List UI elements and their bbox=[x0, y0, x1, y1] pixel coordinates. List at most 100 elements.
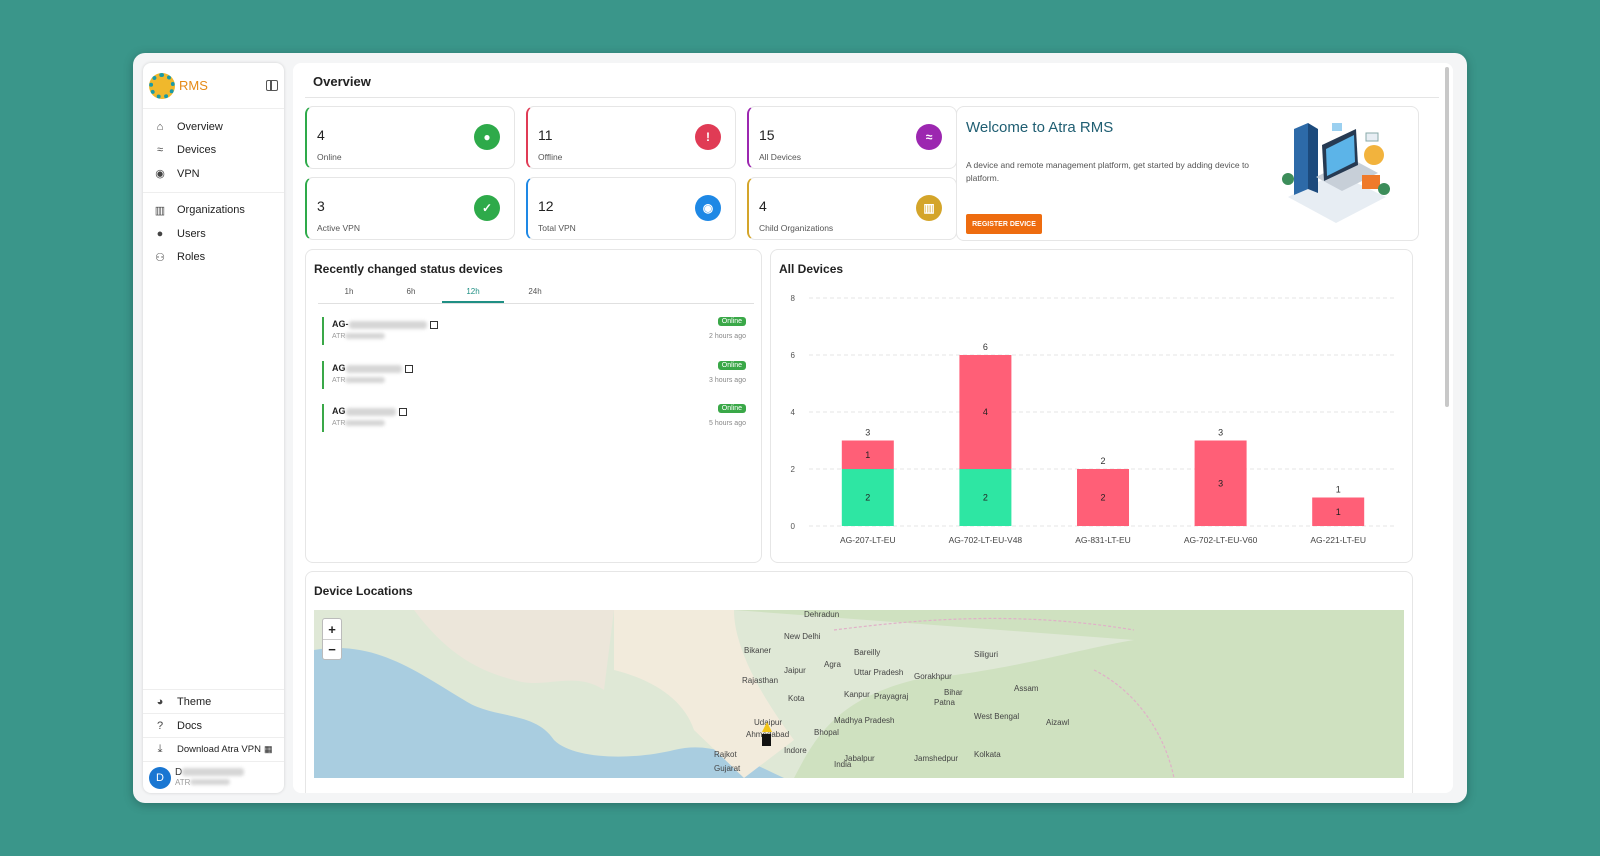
time-range-tabs: 1h 6h 12h 24h bbox=[318, 280, 754, 304]
tab-6h[interactable]: 6h bbox=[406, 287, 416, 296]
welcome-card: Welcome to Atra RMS A device and remote … bbox=[956, 106, 1419, 241]
map-label: Agra bbox=[824, 660, 841, 669]
bar-segment bbox=[841, 469, 894, 526]
title-divider bbox=[305, 97, 1439, 98]
map-label: Prayagraj bbox=[874, 692, 909, 701]
user-profile[interactable]: D D ATR bbox=[143, 761, 284, 793]
y-tick-label: 6 bbox=[791, 351, 796, 360]
x-tick-label: AG-702-LT-EU-V60 bbox=[1184, 535, 1258, 545]
y-tick-label: 0 bbox=[791, 522, 796, 531]
status-badge: Online bbox=[717, 317, 746, 326]
stat-label: All Devices bbox=[759, 152, 802, 162]
map-label: India bbox=[834, 760, 852, 769]
stat-label: Child Organizations bbox=[759, 223, 834, 233]
main-panel: Overview 4 Online ● 11 Offline ! 15 All … bbox=[293, 63, 1453, 793]
sidebar-item-download-vpn[interactable]: ⤓ Download Atra VPN ▦ bbox=[143, 737, 284, 761]
device-map[interactable]: + − Dehradun New Delhi Bareilly Bikaner Jaip… bbox=[314, 610, 1404, 778]
map-label: Bareilly bbox=[854, 648, 881, 657]
sidebar-item-vpn[interactable]: ◉ VPN bbox=[143, 162, 284, 186]
external-link-icon[interactable] bbox=[398, 407, 407, 416]
bar-segment bbox=[959, 355, 1012, 469]
y-tick-label: 8 bbox=[791, 294, 796, 303]
sidebar-item-theme[interactable]: ◕ Theme bbox=[143, 689, 284, 713]
map-label: Kanpur bbox=[844, 690, 870, 699]
bar-segment bbox=[1194, 440, 1247, 526]
sidebar: RMS ⌂ Overview ≈ Devices ◉ VPN ▥ Organiz… bbox=[143, 63, 284, 793]
map-label: Rajkot bbox=[714, 750, 737, 759]
map-label: Kota bbox=[788, 694, 805, 703]
stat-value: 15 bbox=[759, 127, 775, 143]
router-icon: ≈ bbox=[916, 124, 942, 150]
logo-gear-icon bbox=[149, 72, 175, 99]
register-device-button[interactable]: REGISTER DEVICE bbox=[966, 214, 1042, 234]
sidebar-bottom: ◕ Theme ? Docs ⤓ Download Atra VPN ▦ D D… bbox=[143, 689, 284, 793]
map-label: Madhya Pradesh bbox=[834, 716, 895, 725]
map-label: New Delhi bbox=[784, 632, 821, 641]
sidebar-item-label: Roles bbox=[177, 251, 206, 264]
map-label: Patna bbox=[934, 698, 955, 707]
map-label: Jabalpur bbox=[844, 754, 875, 763]
bar-total-label: 1 bbox=[1336, 485, 1341, 495]
list-item[interactable]: AG ATR Online 3 hours ago bbox=[322, 361, 746, 389]
map-label: Gorakhpur bbox=[914, 672, 952, 681]
redacted-text bbox=[345, 333, 386, 340]
status-badge: Online bbox=[717, 404, 746, 413]
stat-card-all-devices: 15 All Devices ≈ bbox=[747, 106, 957, 169]
device-sub: ATR bbox=[332, 420, 346, 427]
sidebar-collapse-icon[interactable] bbox=[266, 80, 278, 91]
zoom-in-button[interactable]: + bbox=[328, 621, 336, 637]
locations-title: Device Locations bbox=[314, 584, 413, 598]
zoom-out-button[interactable]: − bbox=[323, 639, 341, 659]
x-tick-label: AG-702-LT-EU-V48 bbox=[949, 535, 1023, 545]
home-icon: ⌂ bbox=[156, 120, 164, 133]
list-item[interactable]: AG- ATR Online 2 hours ago bbox=[322, 317, 746, 345]
device-locations-card: Device Locations + − Dehradun New Delhi Ba… bbox=[305, 571, 1413, 793]
roles-icon: ⚇ bbox=[155, 251, 165, 264]
bar-value-label: 1 bbox=[1336, 507, 1341, 517]
sidebar-item-overview[interactable]: ⌂ Overview bbox=[143, 115, 284, 139]
scrollbar[interactable] bbox=[1445, 67, 1449, 407]
sidebar-item-roles[interactable]: ⚇ Roles bbox=[143, 246, 284, 270]
map-label: Indore bbox=[784, 746, 807, 755]
bar-value-label: 4 bbox=[983, 407, 988, 417]
tab-12h[interactable]: 12h bbox=[442, 280, 504, 303]
building-icon: ▥ bbox=[916, 195, 942, 221]
globe-icon: ◉ bbox=[695, 195, 721, 221]
sidebar-item-users[interactable]: ● Users bbox=[143, 222, 284, 246]
shield-check-icon: ✓ bbox=[474, 195, 500, 221]
map-label: West Bengal bbox=[974, 712, 1020, 721]
nav-divider bbox=[143, 191, 284, 193]
device-sub: ATR bbox=[332, 377, 346, 384]
sidebar-item-devices[interactable]: ≈ Devices bbox=[143, 139, 284, 163]
bar-total-label: 3 bbox=[865, 428, 870, 438]
external-link-icon[interactable] bbox=[404, 364, 413, 373]
sidebar-item-label: Organizations bbox=[177, 204, 245, 217]
bar-segment bbox=[1312, 497, 1365, 526]
device-name: AG bbox=[332, 406, 346, 416]
map-label: Bihar bbox=[944, 688, 963, 697]
sidebar-item-label: VPN bbox=[177, 167, 200, 180]
list-item[interactable]: AG ATR Online 5 hours ago bbox=[322, 404, 746, 432]
map-marker-icon[interactable] bbox=[762, 722, 772, 746]
sidebar-item-label: Theme bbox=[177, 695, 212, 708]
bar-total-label: 2 bbox=[1100, 456, 1105, 466]
redacted-text bbox=[345, 377, 386, 384]
welcome-title: Welcome to Atra RMS bbox=[966, 119, 1114, 136]
map-label: Kolkata bbox=[974, 750, 1001, 759]
sidebar-item-organizations[interactable]: ▥ Organizations bbox=[143, 199, 284, 223]
external-link-icon[interactable] bbox=[429, 320, 438, 329]
map-label: Assam bbox=[1014, 684, 1039, 693]
recent-status-card: Recently changed status devices 1h 6h 12… bbox=[305, 249, 762, 563]
tab-1h[interactable]: 1h bbox=[344, 287, 354, 296]
sidebar-item-label: Download Atra VPN bbox=[177, 744, 261, 755]
router-icon: ≈ bbox=[156, 144, 164, 157]
stat-card-online: 4 Online ● bbox=[305, 106, 515, 169]
sidebar-item-docs[interactable]: ? Docs bbox=[143, 713, 284, 737]
zoom-controls: + − bbox=[322, 618, 342, 660]
map-canvas bbox=[314, 610, 1404, 778]
user-name: D bbox=[175, 766, 183, 778]
recent-status-title: Recently changed status devices bbox=[314, 262, 503, 276]
stacked-bar-chart: 0 2 4 6 8 2 1 3 AG-207-LT-EU 2 4 6 AG-702-LT-EU-V48 2… bbox=[791, 294, 1397, 545]
stat-card-total-vpn: 12 Total VPN ◉ bbox=[526, 177, 736, 240]
tab-24h[interactable]: 24h bbox=[528, 287, 542, 296]
